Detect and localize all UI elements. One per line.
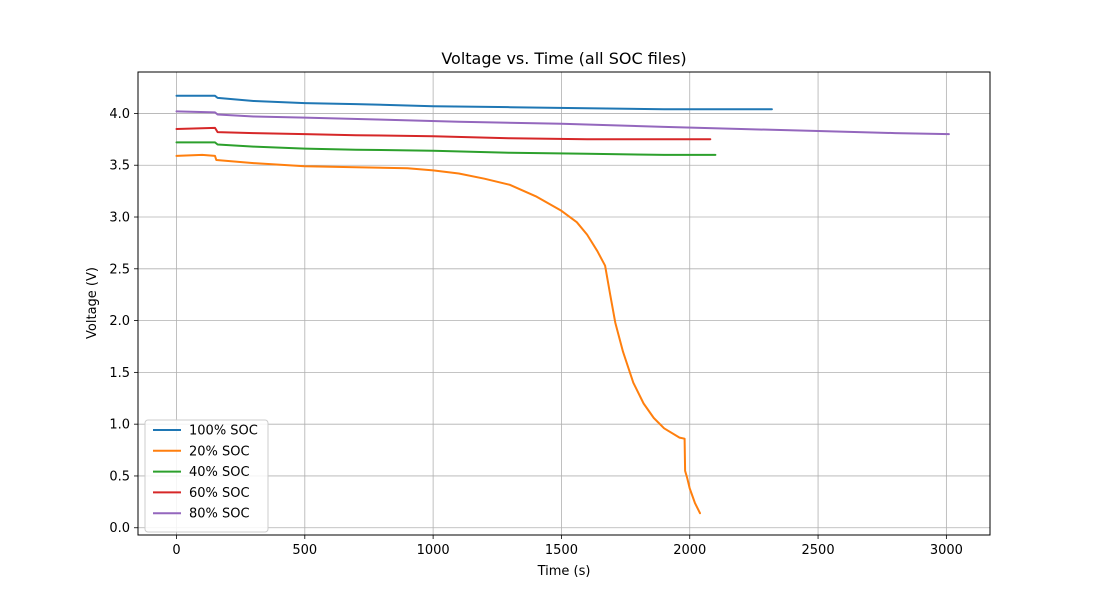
y-tick-label: 4.0 [109, 107, 130, 122]
legend-entry: 20% SOC [189, 444, 250, 459]
x-tick-label: 2500 [802, 543, 835, 558]
legend-box [144, 419, 269, 533]
y-tick-label: 1.5 [109, 366, 130, 381]
y-tick-label: 0.5 [109, 469, 130, 484]
y-tick-label: 2.0 [109, 314, 130, 329]
legend-entry: 100% SOC [189, 424, 258, 439]
legend-entry: 60% SOC [189, 486, 250, 501]
y-tick-label: 0.0 [109, 521, 130, 536]
grid [138, 72, 990, 535]
legend-entry: 40% SOC [189, 465, 250, 480]
legend-entry: 80% SOC [189, 507, 250, 522]
y-tick-label: 3.0 [109, 211, 130, 226]
x-tick-label: 2000 [673, 543, 706, 558]
series-line-2 [175, 141, 717, 156]
series-line-1 [175, 153, 701, 515]
y-tick-label: 1.0 [109, 418, 130, 433]
y-axis-label: Voltage (V) [85, 267, 100, 339]
axis-ticks: 0 500 1000 1500 2000 2500 3000 0.0 0.5 1.0 1.5 2.0 2… [109, 107, 963, 558]
series-line-4 [175, 110, 950, 136]
plot-frame [137, 71, 991, 536]
series-line-0 [175, 94, 773, 111]
x-tick-label: 500 [292, 543, 317, 558]
x-axis-label: Time (s) [537, 564, 591, 579]
series-line-3 [175, 126, 712, 141]
chart-title: Voltage vs. Time (all SOC files) [441, 49, 686, 68]
y-tick-label: 2.5 [109, 262, 130, 277]
series-lines [175, 94, 950, 515]
x-tick-label: 0 [172, 543, 180, 558]
legend: 100% SOC 20% SOC 40% SOC 60% SOC 80% SOC [144, 419, 269, 533]
x-tick-label: 1000 [417, 543, 450, 558]
y-tick-label: 3.5 [109, 159, 130, 174]
x-tick-label: 3000 [930, 543, 963, 558]
x-tick-label: 1500 [545, 543, 578, 558]
